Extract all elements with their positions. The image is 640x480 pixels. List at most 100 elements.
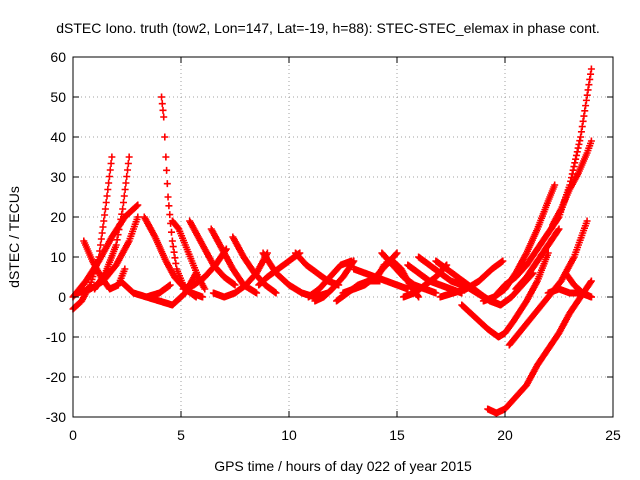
data-point — [98, 229, 106, 237]
data-point — [158, 100, 166, 108]
data-point — [171, 254, 179, 262]
data-series — [350, 265, 412, 293]
data-series — [561, 269, 595, 301]
data-point — [583, 91, 591, 99]
data-point — [160, 113, 168, 121]
data-point — [121, 186, 129, 193]
y-tick-label: 0 — [58, 289, 66, 305]
data-point — [572, 155, 580, 163]
data-point — [101, 205, 109, 213]
data-series — [544, 285, 595, 301]
data-points — [69, 65, 595, 417]
data-point — [102, 199, 110, 206]
data-series — [512, 225, 563, 293]
data-point — [587, 65, 595, 73]
data-point — [100, 217, 108, 225]
data-point — [554, 226, 562, 234]
data-point — [119, 205, 127, 213]
x-tick-label: 10 — [281, 427, 297, 443]
x-tick-label: 20 — [497, 427, 513, 443]
data-point — [123, 173, 131, 180]
data-point — [231, 281, 239, 289]
data-point — [393, 249, 401, 257]
data-point — [125, 153, 133, 161]
data-point — [163, 166, 171, 174]
x-axis-label: GPS time / hours of day 022 of year 2015 — [214, 458, 472, 474]
data-point — [113, 236, 121, 244]
data-point — [167, 228, 175, 236]
y-tick-label: 30 — [50, 169, 66, 185]
data-series — [73, 213, 142, 297]
data-point — [573, 148, 581, 156]
data-point — [119, 199, 127, 206]
y-tick-label: -30 — [46, 409, 66, 425]
data-series — [458, 249, 552, 341]
data-point — [201, 285, 209, 293]
data-point — [570, 163, 578, 171]
data-point — [582, 102, 590, 110]
x-axis: 0 5 10 15 20 25 — [69, 57, 621, 443]
y-tick-label: 60 — [50, 49, 66, 65]
data-point — [172, 259, 180, 267]
data-point — [551, 181, 559, 189]
data-point — [569, 166, 577, 174]
data-point — [134, 201, 142, 209]
data-series — [549, 137, 595, 229]
x-tick-label: 25 — [605, 427, 621, 443]
data-point — [106, 166, 114, 174]
y-tick-label: -10 — [46, 329, 66, 345]
data-point — [199, 293, 207, 301]
x-tick-label: 0 — [69, 427, 77, 443]
data-point — [587, 293, 595, 301]
data-point — [577, 133, 585, 141]
data-point — [169, 243, 177, 251]
data-point — [253, 289, 261, 297]
data-point — [165, 202, 173, 210]
data-point — [499, 257, 507, 265]
data-point — [107, 160, 115, 167]
data-series — [209, 249, 271, 301]
data-point — [582, 96, 590, 104]
y-tick-label: 50 — [50, 89, 66, 105]
data-point — [159, 106, 167, 114]
data-point — [97, 241, 105, 249]
data-point — [108, 153, 116, 161]
data-point — [579, 117, 587, 125]
x-tick-label: 15 — [389, 427, 405, 443]
data-point — [577, 128, 585, 136]
data-series — [259, 249, 332, 301]
data-point — [272, 289, 280, 297]
data-point — [578, 123, 586, 131]
data-point — [432, 289, 440, 297]
data-point — [555, 225, 563, 233]
plot-frame — [72, 56, 614, 418]
data-point — [103, 192, 111, 200]
data-point — [105, 179, 113, 187]
y-tick-label: 20 — [50, 209, 66, 225]
data-point — [587, 278, 595, 286]
data-point — [392, 250, 400, 258]
chart-title: dSTEC Iono. truth (tow2, Lon=147, Lat=-1… — [56, 20, 600, 36]
data-series — [304, 257, 356, 301]
data-point — [124, 166, 132, 174]
data-point — [584, 86, 592, 94]
data-point — [122, 179, 130, 187]
data-point — [587, 70, 595, 78]
data-point — [576, 137, 584, 145]
data-point — [166, 211, 174, 219]
y-tick-label: 40 — [50, 129, 66, 145]
data-point — [161, 133, 169, 141]
data-point — [415, 293, 423, 301]
data-point — [580, 112, 588, 120]
data-point — [575, 140, 583, 148]
data-point — [572, 151, 580, 159]
data-point — [101, 211, 109, 219]
data-point — [162, 153, 170, 161]
data-point — [112, 241, 120, 249]
data-point — [574, 144, 582, 152]
data-point — [587, 277, 595, 285]
data-point — [350, 257, 358, 265]
data-point — [120, 192, 128, 200]
data-point — [105, 173, 113, 180]
